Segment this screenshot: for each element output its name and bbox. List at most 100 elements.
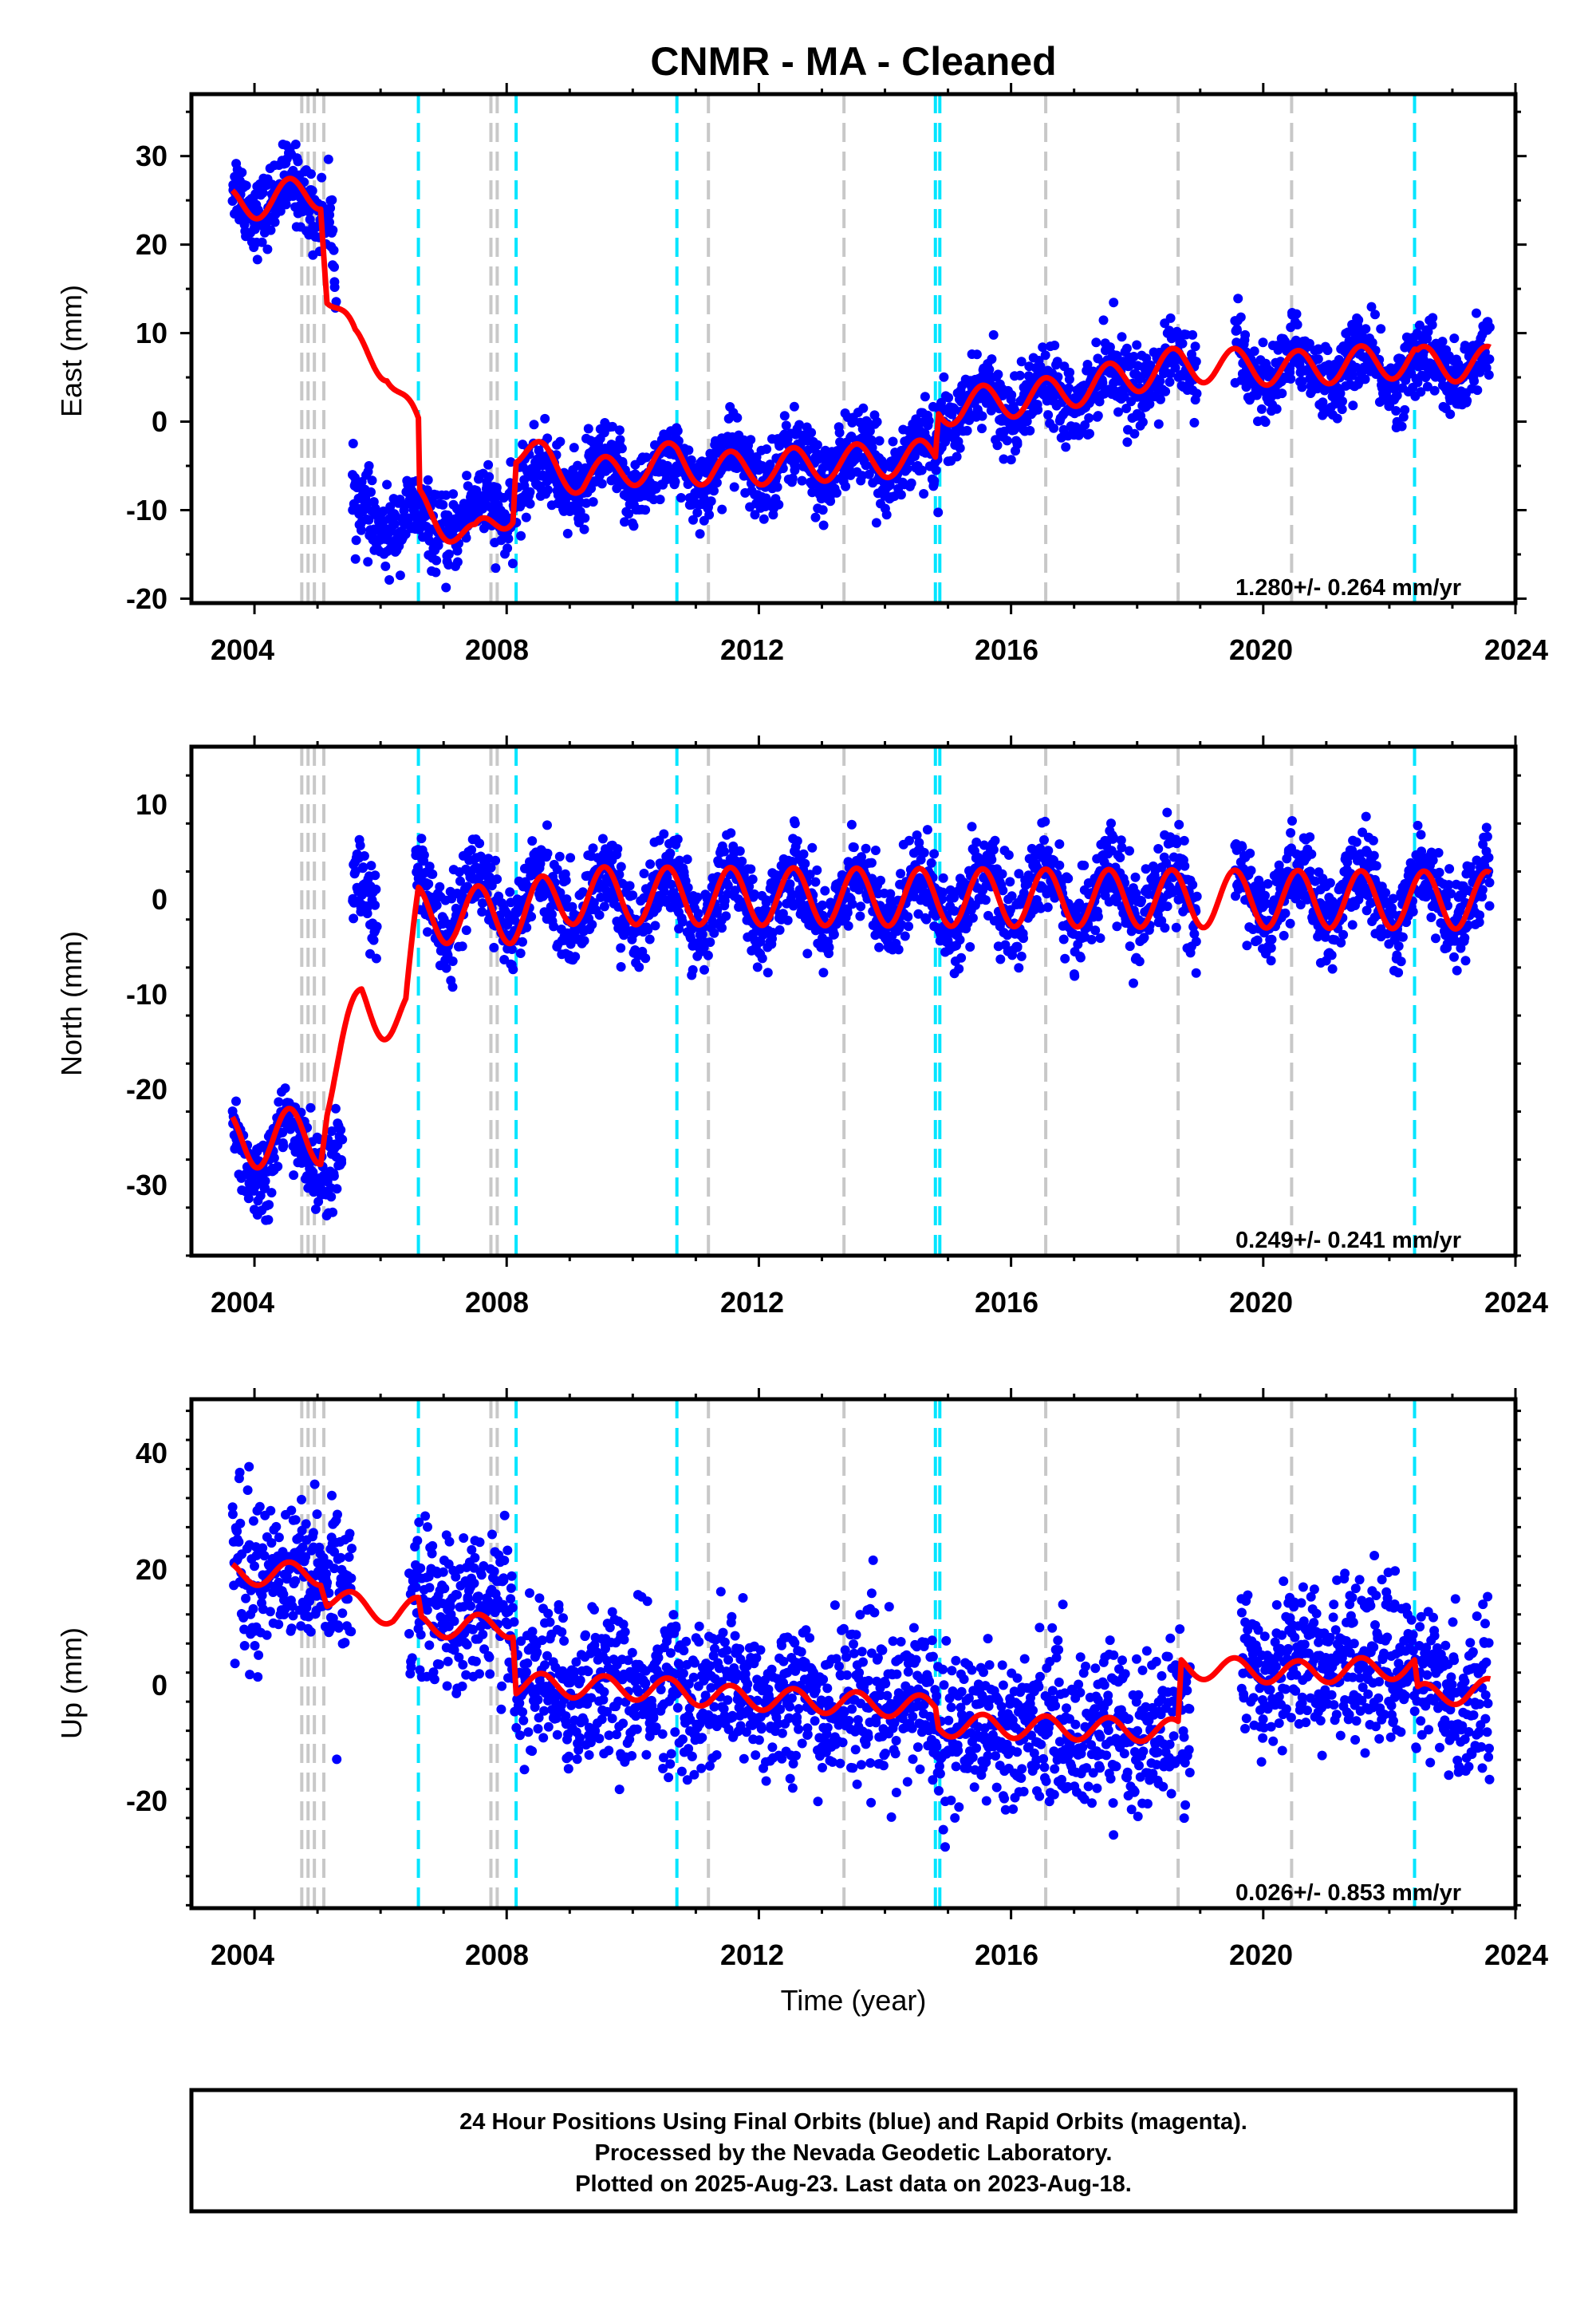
data-point bbox=[904, 835, 914, 846]
data-point bbox=[328, 1207, 338, 1217]
data-point bbox=[617, 444, 627, 454]
data-point bbox=[535, 858, 546, 869]
data-point bbox=[921, 914, 932, 925]
data-point bbox=[772, 482, 782, 492]
data-point bbox=[368, 935, 379, 945]
data-point bbox=[441, 963, 451, 973]
data-point bbox=[843, 921, 853, 931]
data-point bbox=[779, 411, 790, 421]
data-point bbox=[317, 172, 327, 183]
data-point bbox=[616, 862, 626, 872]
data-point bbox=[1484, 354, 1495, 365]
data-point bbox=[1137, 417, 1148, 428]
data-point bbox=[1012, 440, 1023, 449]
data-point bbox=[366, 487, 376, 497]
data-point bbox=[1054, 839, 1065, 850]
data-point bbox=[1322, 345, 1333, 356]
data-point bbox=[1433, 848, 1444, 858]
data-point bbox=[670, 476, 680, 487]
data-point bbox=[1109, 833, 1119, 843]
data-point bbox=[1444, 880, 1454, 890]
data-point bbox=[1338, 929, 1349, 940]
data-point bbox=[424, 879, 434, 889]
data-point bbox=[1014, 963, 1024, 973]
data-point bbox=[1117, 332, 1127, 342]
data-point bbox=[1091, 337, 1101, 348]
data-point bbox=[812, 865, 822, 875]
data-point bbox=[518, 937, 527, 947]
data-point bbox=[677, 917, 688, 927]
data-point bbox=[527, 836, 538, 846]
data-point bbox=[1463, 920, 1473, 930]
data-point bbox=[542, 848, 553, 858]
data-point bbox=[818, 968, 829, 978]
data-point bbox=[916, 465, 927, 475]
data-point bbox=[416, 834, 427, 844]
data-point bbox=[441, 490, 451, 500]
data-point bbox=[1251, 390, 1262, 400]
data-point bbox=[952, 452, 962, 462]
data-point bbox=[443, 549, 454, 559]
data-point bbox=[876, 875, 885, 885]
data-point bbox=[423, 927, 432, 937]
data-point bbox=[1117, 842, 1127, 853]
data-point bbox=[629, 521, 639, 531]
data-point bbox=[266, 225, 276, 235]
data-point bbox=[752, 962, 763, 972]
data-point bbox=[955, 935, 965, 945]
data-point bbox=[1054, 860, 1065, 870]
data-point bbox=[525, 487, 535, 497]
data-point bbox=[870, 846, 881, 855]
data-point bbox=[841, 481, 851, 491]
data-point bbox=[789, 401, 799, 412]
data-point bbox=[640, 505, 651, 515]
data-point bbox=[1313, 354, 1323, 365]
data-point bbox=[787, 473, 798, 483]
data-point bbox=[505, 887, 515, 897]
data-point bbox=[503, 534, 514, 544]
data-point bbox=[1126, 926, 1137, 937]
data-point bbox=[757, 953, 767, 964]
data-point bbox=[790, 465, 800, 475]
data-point bbox=[336, 1125, 346, 1135]
data-point bbox=[278, 1127, 288, 1138]
data-point bbox=[674, 855, 684, 866]
data-point bbox=[332, 1184, 342, 1194]
data-point bbox=[1165, 313, 1176, 323]
east-rate-label: 1.280+/- 0.264 mm/yr bbox=[1235, 575, 1461, 601]
data-point bbox=[1016, 357, 1027, 367]
data-point bbox=[929, 849, 940, 859]
data-point bbox=[861, 460, 871, 471]
data-point bbox=[641, 452, 652, 463]
data-point bbox=[1484, 370, 1494, 380]
y-tick-label: -20 bbox=[126, 582, 167, 615]
data-point bbox=[1237, 842, 1247, 852]
data-point bbox=[810, 877, 821, 887]
data-point bbox=[1129, 428, 1140, 439]
east-ylabel: East (mm) bbox=[55, 285, 88, 417]
data-point bbox=[904, 921, 914, 932]
data-point bbox=[462, 471, 472, 481]
data-point bbox=[893, 945, 904, 955]
data-point bbox=[810, 512, 821, 523]
data-point bbox=[956, 952, 967, 963]
data-point bbox=[1417, 846, 1427, 857]
data-point bbox=[424, 535, 435, 546]
data-point bbox=[269, 1153, 279, 1163]
data-point bbox=[570, 952, 581, 962]
data-point bbox=[763, 968, 773, 978]
data-point bbox=[1192, 891, 1202, 901]
data-point bbox=[688, 515, 698, 525]
data-point bbox=[939, 372, 949, 382]
data-point bbox=[977, 411, 987, 421]
data-point bbox=[759, 514, 769, 524]
data-point bbox=[231, 1096, 241, 1106]
data-point bbox=[1472, 385, 1483, 396]
y-tick-label: 10 bbox=[136, 317, 167, 349]
data-point bbox=[867, 443, 877, 453]
data-point bbox=[645, 859, 656, 870]
data-point bbox=[1113, 407, 1123, 417]
data-point bbox=[325, 217, 334, 227]
data-point bbox=[1336, 937, 1346, 948]
data-point bbox=[1351, 837, 1362, 847]
